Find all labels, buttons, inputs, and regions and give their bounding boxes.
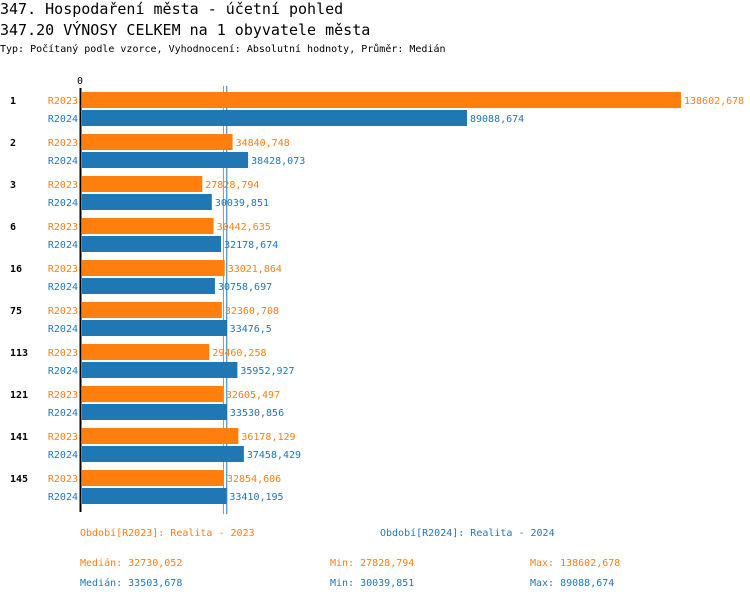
data-label: 38428,073: [251, 156, 305, 167]
bar-r2024: [82, 404, 227, 420]
bar-r2023: [82, 386, 223, 402]
legend-r2024: Období[R2024]: Realita - 2024: [380, 528, 555, 539]
data-label: 33410,195: [229, 492, 283, 503]
series-label: R2023: [48, 432, 78, 443]
category-label: 145: [10, 474, 28, 485]
category-label: 6: [10, 222, 16, 233]
data-label: 33476,5: [230, 324, 272, 335]
bar-r2024: [82, 236, 222, 252]
chart-subtitle: 347.20 VÝNOSY CELKEM na 1 obyvatele měst…: [0, 21, 371, 39]
series-label: R2023: [48, 222, 78, 233]
data-label: 33530,856: [230, 408, 284, 419]
bar-r2023: [82, 218, 214, 234]
data-label: 30758,697: [218, 282, 272, 293]
series-label: R2024: [48, 324, 78, 335]
bar-r2024: [82, 362, 238, 378]
data-label: 29460,258: [212, 348, 266, 359]
bar-r2023: [82, 428, 239, 444]
r2023-min: Min: 27828,794: [330, 558, 415, 569]
r2024-max: Max: 89088,674: [530, 578, 615, 589]
series-label: R2023: [48, 264, 78, 275]
bar-r2024: [82, 278, 215, 294]
series-label: R2023: [48, 180, 78, 191]
series-label: R2024: [48, 408, 78, 419]
series-label: R2024: [48, 282, 78, 293]
series-label: R2024: [48, 198, 78, 209]
series-label: R2024: [48, 492, 78, 503]
bar-r2023: [82, 470, 224, 486]
bar-r2024: [82, 446, 244, 462]
series-label: R2024: [48, 366, 78, 377]
category-label: 141: [10, 432, 28, 443]
series-label: R2024: [48, 114, 78, 125]
data-label: 34840,748: [236, 138, 290, 149]
series-label: R2023: [48, 390, 78, 401]
series-label: R2023: [48, 474, 78, 485]
r2023-max: Max: 138602,678: [530, 558, 621, 569]
series-label: R2023: [48, 96, 78, 107]
data-label: 32360,708: [225, 306, 279, 317]
bar-r2023: [82, 344, 210, 360]
bar-r2023: [82, 176, 203, 192]
data-label: 37458,429: [247, 450, 301, 461]
x-tick-label: 0: [77, 76, 83, 87]
bar-r2024: [82, 320, 227, 336]
data-label: 30039,851: [215, 198, 269, 209]
r2023-median: Medián: 32730,052: [80, 558, 183, 569]
data-label: 36178,129: [241, 432, 295, 443]
data-label: 32605,497: [226, 390, 280, 401]
data-label: 32178,674: [224, 240, 278, 251]
category-label: 2: [10, 138, 16, 149]
bar-r2024: [82, 488, 227, 504]
bar-r2023: [82, 302, 222, 318]
data-label: 138602,678: [684, 96, 744, 107]
series-label: R2024: [48, 240, 78, 251]
data-label: 27828,794: [205, 180, 259, 191]
bar-r2023: [82, 92, 681, 108]
page-title: 347. Hospodaření města - účetní pohled: [0, 0, 344, 18]
legend-r2023: Období[R2023]: Realita - 2023: [80, 528, 255, 539]
category-label: 121: [10, 390, 28, 401]
r2024-median: Medián: 33503,678: [80, 578, 183, 589]
data-label: 35952,927: [240, 366, 294, 377]
category-label: 75: [10, 306, 22, 317]
bar-chart: 0 1 R2023 138602,678 R2024 89088,674 2 R2023 348…: [10, 76, 744, 514]
r2024-min: Min: 30039,851: [330, 578, 415, 589]
data-label: 89088,674: [470, 114, 524, 125]
bar-r2024: [82, 110, 468, 126]
bar-r2023: [82, 260, 225, 276]
series-label: R2024: [48, 450, 78, 461]
series-label: R2023: [48, 138, 78, 149]
chart-info: Typ: Počítaný podle vzorce, Vyhodnocení:…: [0, 44, 446, 55]
bar-r2023: [82, 134, 233, 150]
data-label: 32854,606: [227, 474, 281, 485]
bar-r2024: [82, 194, 212, 210]
data-label: 33021,864: [228, 264, 282, 275]
series-label: R2023: [48, 348, 78, 359]
data-label: 30442,635: [217, 222, 271, 233]
series-label: R2024: [48, 156, 78, 167]
category-label: 1: [10, 96, 16, 107]
series-label: R2023: [48, 306, 78, 317]
category-label: 3: [10, 180, 16, 191]
bar-r2024: [82, 152, 249, 168]
category-label: 113: [10, 348, 28, 359]
category-label: 16: [10, 264, 22, 275]
